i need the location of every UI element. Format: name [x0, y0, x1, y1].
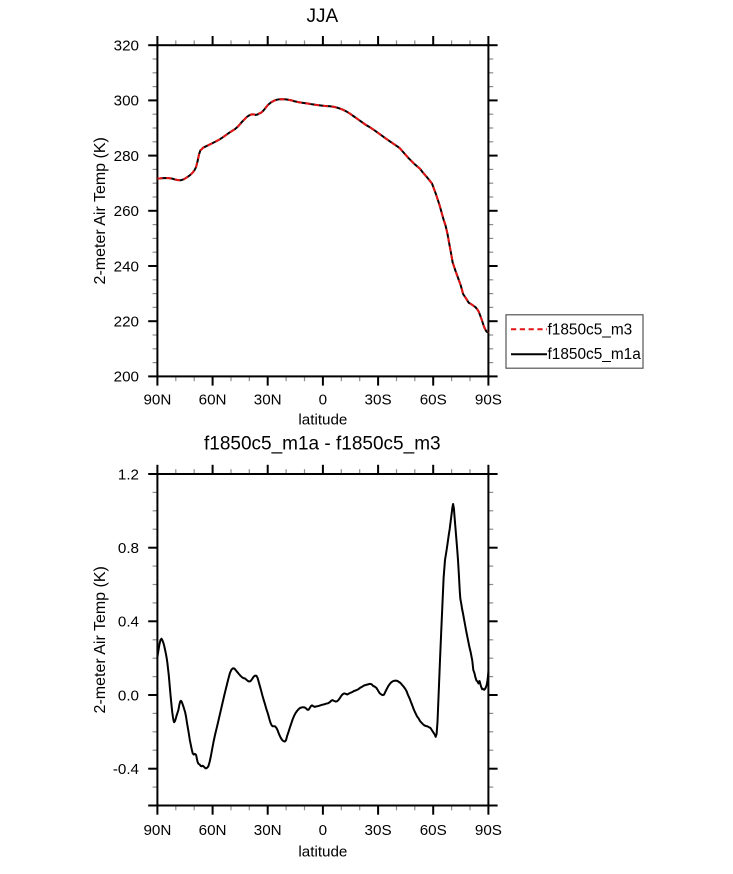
svg-text:60N: 60N [199, 392, 227, 409]
svg-text:0.4: 0.4 [118, 614, 139, 631]
svg-text:60S: 60S [420, 822, 447, 839]
svg-text:280: 280 [114, 148, 139, 165]
svg-text:200: 200 [114, 369, 139, 386]
svg-text:30N: 30N [254, 822, 282, 839]
svg-text:JJA: JJA [306, 6, 338, 27]
svg-text:30S: 30S [365, 392, 392, 409]
svg-text:30S: 30S [365, 822, 392, 839]
svg-text:320: 320 [114, 38, 139, 55]
svg-text:90N: 90N [143, 392, 171, 409]
svg-text:60S: 60S [420, 392, 447, 409]
svg-text:90S: 90S [475, 822, 502, 839]
svg-text:f1850c5_m1a - f1850c5_m3: f1850c5_m1a - f1850c5_m3 [204, 433, 441, 454]
svg-text:260: 260 [114, 203, 139, 220]
svg-text:2-meter Air Temp (K): 2-meter Air Temp (K) [92, 137, 109, 284]
svg-text:90S: 90S [475, 392, 502, 409]
svg-text:latitude: latitude [298, 844, 347, 861]
svg-text:0: 0 [319, 822, 327, 839]
svg-text:0.8: 0.8 [118, 540, 139, 557]
svg-text:latitude: latitude [298, 411, 347, 428]
svg-text:f1850c5_m3: f1850c5_m3 [548, 321, 633, 338]
svg-text:300: 300 [114, 93, 139, 110]
svg-text:60N: 60N [199, 822, 227, 839]
svg-text:240: 240 [114, 258, 139, 275]
svg-text:1.2: 1.2 [118, 466, 139, 483]
svg-text:f1850c5_m1a: f1850c5_m1a [548, 346, 642, 363]
svg-text:0: 0 [319, 392, 327, 409]
svg-text:-0.4: -0.4 [113, 761, 139, 778]
svg-text:90N: 90N [143, 822, 171, 839]
svg-text:0.0: 0.0 [118, 687, 139, 704]
svg-text:30N: 30N [254, 392, 282, 409]
svg-text:220: 220 [114, 314, 139, 331]
svg-text:2-meter Air Temp (K): 2-meter Air Temp (K) [92, 566, 109, 713]
